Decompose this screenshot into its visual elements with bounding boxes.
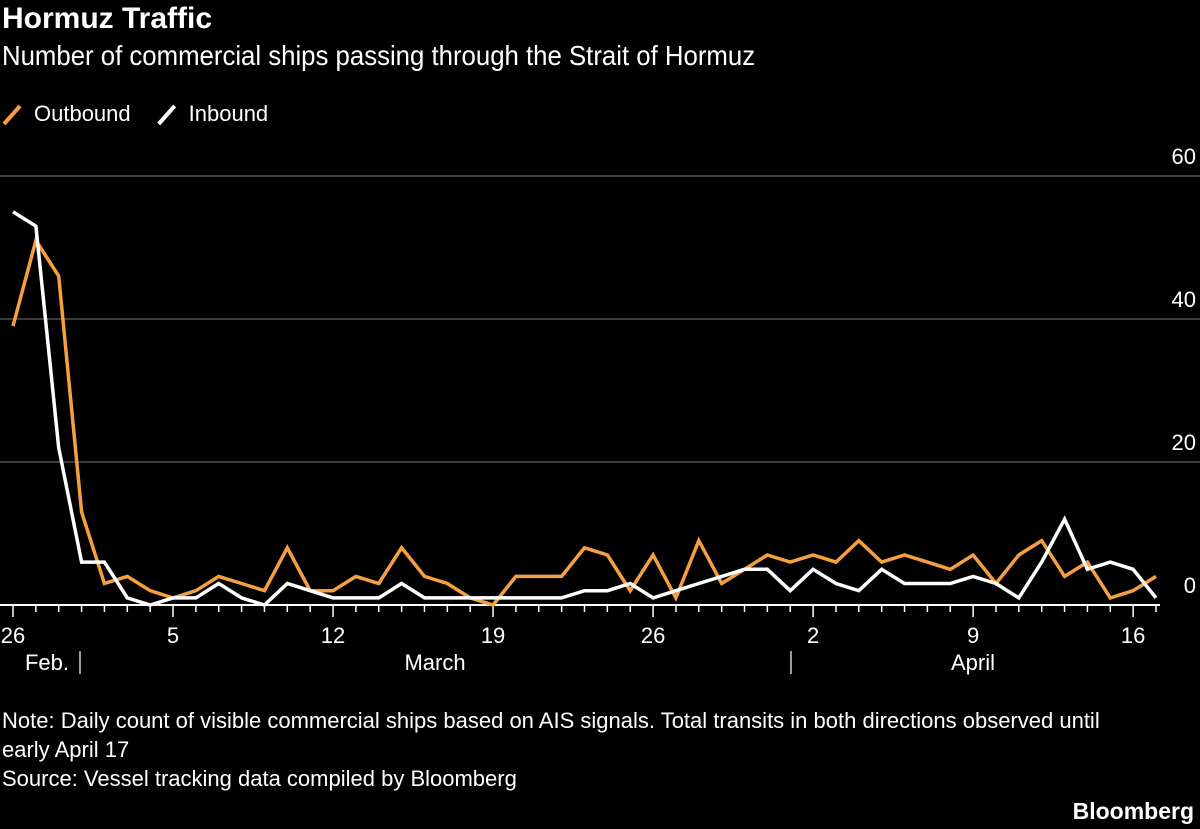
month-label: March [404, 650, 465, 675]
chart-title: Hormuz Traffic [2, 2, 213, 35]
x-tick-label: 26 [641, 623, 665, 648]
y-tick-label: 20 [1172, 430, 1196, 455]
y-tick-label: 40 [1172, 287, 1196, 312]
legend-label: Outbound [34, 101, 131, 126]
line-series [11, 236, 1157, 608]
legend-swatch [2, 104, 22, 126]
x-tick-label: 19 [481, 623, 505, 648]
legend-swatch [157, 104, 177, 126]
chart-subtitle: Number of commercial ships passing throu… [2, 40, 756, 71]
brand: Bloomberg [1072, 798, 1194, 824]
x-tick-label: 16 [1121, 623, 1145, 648]
x-tick-label: 12 [321, 623, 345, 648]
month-label: Feb. [25, 650, 69, 675]
y-tick-label: 60 [1172, 144, 1196, 169]
x-tick-label: 5 [167, 623, 179, 648]
month-label: April [951, 650, 995, 675]
chart: 0 20 40 60 26 5 12 19 26 2 9 16 Feb. March April Outbou… [0, 101, 1200, 675]
x-tick-label: 2 [807, 623, 819, 648]
x-tick-label: 26 [1, 623, 25, 648]
y-tick-label: 0 [1184, 573, 1196, 598]
line-series [12, 210, 1158, 607]
source: Source: Vessel tracking data compiled by… [2, 766, 517, 791]
legend-label: Inbound [189, 101, 269, 126]
note: Note: Daily count of visible commercial … [2, 708, 1100, 762]
x-tick-label: 9 [967, 623, 979, 648]
